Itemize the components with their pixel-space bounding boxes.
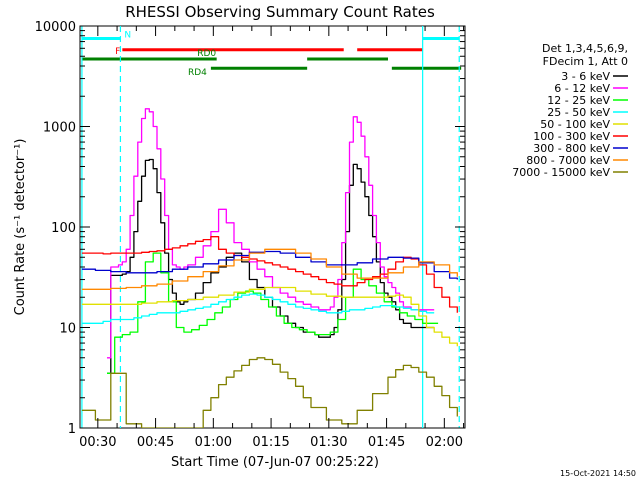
x-tick-label: 01:45 [368,435,405,450]
series-line-5 [81,236,458,313]
legend-entry-label: 300 - 800 keV [533,142,610,155]
y-axis-label: Count Rate (s⁻¹ detector⁻¹) [13,139,28,316]
legend-entry-label: 800 - 7000 keV [526,154,610,167]
legend-entry-label: 6 - 12 keV [554,82,610,95]
series-line-4 [81,286,458,347]
legend-entry-label: 25 - 50 keV [547,106,610,119]
y-tick-label: 1000 [43,121,76,136]
series-line-8 [81,357,458,428]
x-tick-label: 01:30 [310,435,347,450]
y-tick-label: 10 [59,322,76,337]
series-line-7 [81,248,458,290]
series-line-6 [81,250,458,280]
y-tick-label: 10000 [35,20,76,35]
y-tick-label: 1 [68,422,76,437]
x-axis-label: Start Time (07-Jun-07 00:25:22) [171,455,379,470]
series-line-3 [81,293,435,324]
segment-label-rd4: RD4 [188,68,207,78]
legend-entry-label: 7000 - 15000 keV [512,166,610,179]
segment-bars: NF RD0 RD4 [81,31,462,78]
x-tick-label: 00:45 [137,435,174,450]
x-tick-label: 01:00 [195,435,232,450]
segment-label-rd0: RD0 [197,49,216,59]
legend-entry-label: 100 - 300 keV [533,130,610,143]
y-tick-label: 100 [51,221,76,236]
legend-entry-label: 3 - 6 keV [561,70,610,83]
legend-header-line: Det 1,3,4,5,6,9, [542,42,628,55]
legend-entry-label: 50 - 100 keV [540,118,610,131]
series-line-0 [107,158,435,374]
series-lines [81,108,458,428]
x-tick-label: 00:30 [79,435,116,450]
mode-markers [81,26,460,428]
series-line-1 [107,108,435,359]
footer-timestamp: 15-Oct-2021 14:50 [560,469,636,478]
chart-title: RHESSI Observing Summary Count Rates [125,3,435,21]
series-line-2 [107,252,439,374]
x-tick-label: 02:00 [426,435,463,450]
x-tick-label: 01:15 [252,435,289,450]
segment-label-n: N [124,31,131,41]
legend: Det 1,3,4,5,6,9,FDecim 1, Att 0 3 - 6 keV… [512,42,628,179]
segment-label-f: F [115,47,120,57]
legend-entry-label: 12 - 25 keV [547,94,610,107]
legend-header-line: FDecim 1, Att 0 [543,55,628,68]
axes: 1 10 100 1000 10000 00:30 00:45 01:00 01:15 01:30… [35,20,465,450]
